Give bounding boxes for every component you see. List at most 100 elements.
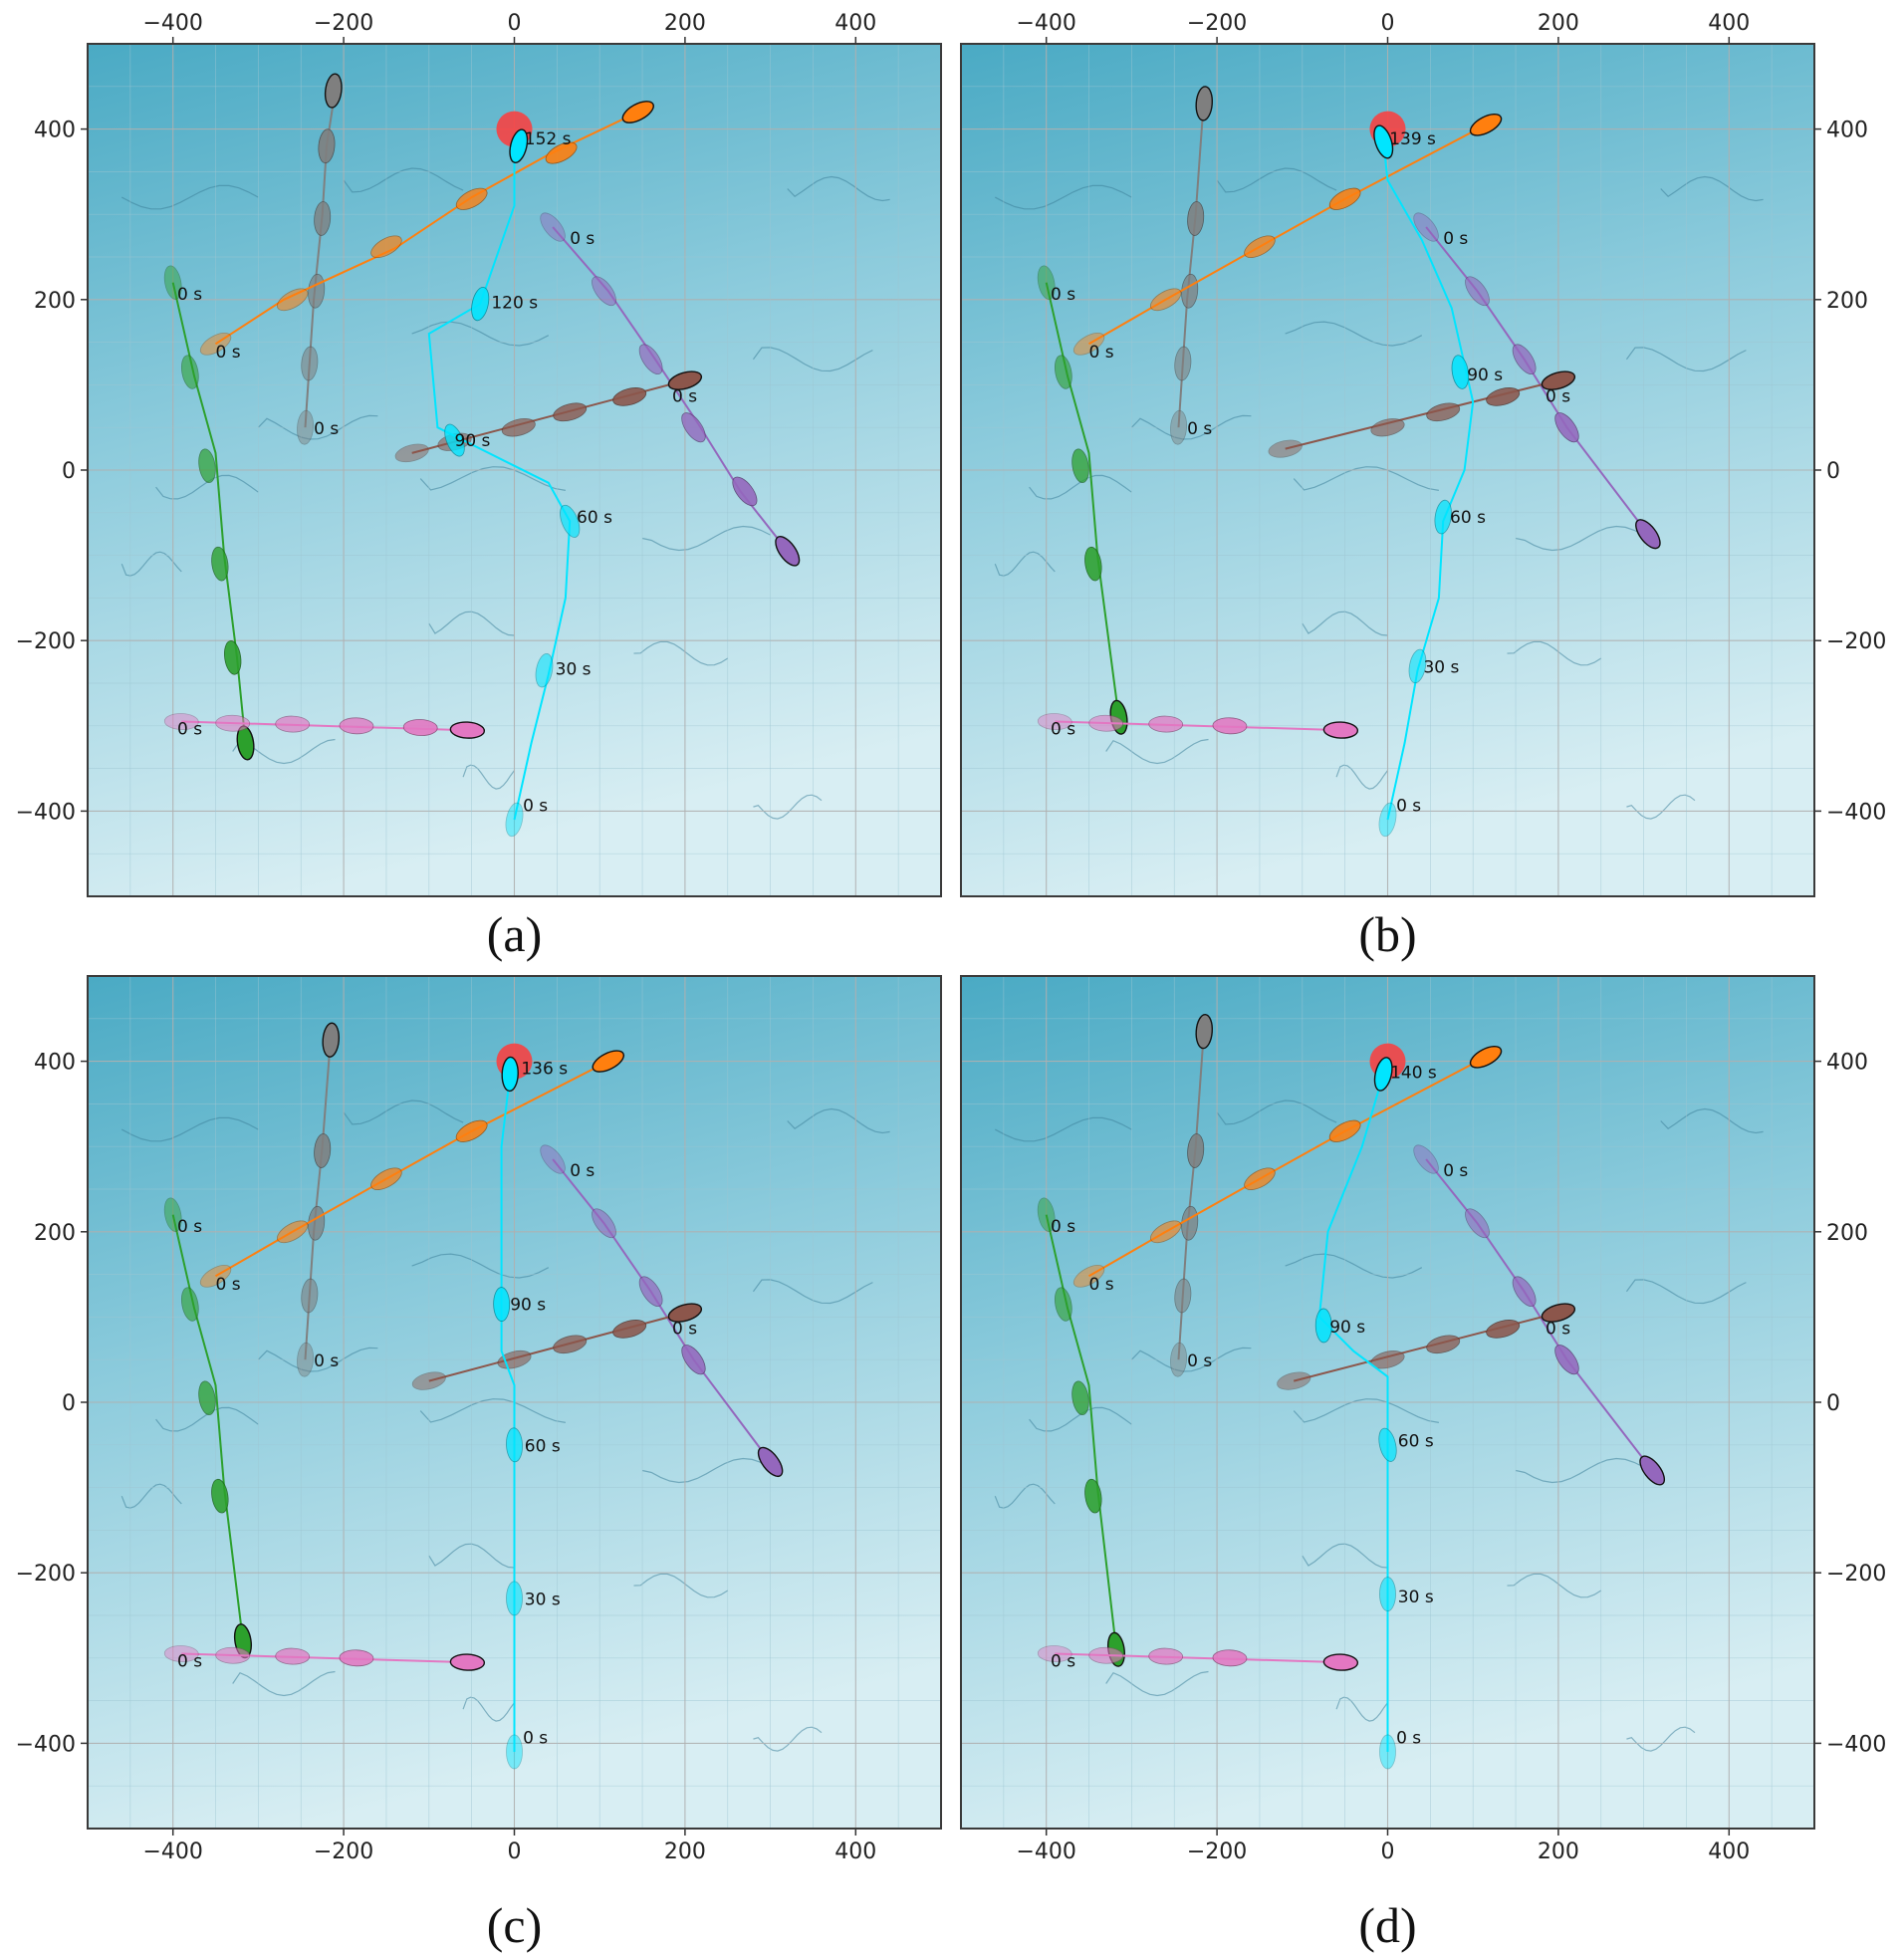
ship-marker (1379, 1734, 1396, 1770)
ship-marker (1512, 1276, 1537, 1307)
series-5 (1268, 370, 1576, 458)
ship-marker (1486, 1320, 1521, 1339)
ship-marker (275, 1647, 311, 1665)
ship-marker (775, 536, 801, 567)
series-6 (1037, 1645, 1359, 1671)
ship-marker (444, 423, 465, 457)
ship-marker (1268, 439, 1303, 458)
time-label: 0 s (314, 1351, 339, 1371)
ship-marker (449, 1653, 486, 1671)
panel-2: 0 s 0 s 0 s 0 s 0 s 0 s 0 s 30 s 60 s 90 s 139 s −4… (960, 11, 1886, 962)
ship-marker (1322, 721, 1359, 739)
x-tick-label: −400 (1016, 11, 1075, 36)
y-tick-label: 200 (34, 289, 76, 314)
time-label: 0 s (216, 1275, 241, 1295)
ship-marker (553, 402, 588, 422)
ship-marker (297, 1342, 314, 1377)
ship-marker (211, 546, 229, 582)
y-tick-label: 0 (1826, 459, 1840, 484)
wave-decoration (1515, 1457, 1644, 1484)
time-label: 0 s (523, 1728, 548, 1748)
wave-decoration (994, 551, 1056, 577)
trajectory-line (500, 1074, 516, 1752)
ship-marker (370, 235, 402, 258)
y-tick-label: 0 (62, 459, 76, 484)
ship-marker (301, 346, 319, 381)
ship-marker (1373, 1057, 1393, 1092)
ship-marker (667, 1303, 703, 1323)
x-tick-label: −400 (142, 11, 202, 36)
trajectory-line (1317, 1074, 1389, 1752)
ship-marker (1486, 387, 1521, 406)
ship-marker (199, 332, 232, 356)
wave-decoration (1285, 321, 1423, 347)
ship-marker (1195, 1013, 1214, 1050)
time-label: 30 s (556, 659, 592, 679)
ship-marker (1328, 187, 1361, 210)
ship-marker (1084, 546, 1102, 582)
ship-marker (621, 101, 654, 123)
wave-decoration (753, 1726, 823, 1752)
ship-marker (1071, 448, 1089, 483)
ship-marker (297, 409, 314, 445)
series-6 (163, 1645, 486, 1671)
plot-area: 0 s 0 s 0 s 0 s 0 s 0 s 0 s 30 s 60 s 90 s 120 s 15… (88, 44, 941, 896)
ship-marker (1465, 1208, 1490, 1239)
x-tick-label: 400 (834, 11, 876, 36)
series-1 (297, 73, 343, 445)
series-4 (540, 212, 801, 567)
ship-marker (314, 1133, 332, 1168)
ship-marker (163, 265, 182, 300)
time-label: 90 s (455, 431, 491, 451)
ship-marker (757, 1446, 784, 1478)
ship-marker (493, 1287, 511, 1322)
x-tick-label: 0 (508, 1839, 522, 1864)
x-tick-label: 0 (1381, 11, 1395, 36)
ship-marker (1212, 717, 1248, 735)
ship-marker (1379, 1577, 1396, 1611)
ship-marker (394, 443, 429, 463)
ship-marker (1054, 1287, 1072, 1322)
series-2 (163, 265, 255, 761)
panel-label: (d) (1358, 1897, 1416, 1953)
time-label: 0 s (672, 387, 697, 407)
wave-decoration (257, 1347, 378, 1372)
ship-marker (276, 288, 309, 312)
wave-decoration (257, 414, 378, 440)
y-tick-label: −400 (1826, 800, 1886, 825)
ship-marker (471, 286, 490, 322)
series-7 (1314, 1057, 1397, 1770)
ship-marker (163, 1645, 199, 1662)
time-label: 0 s (1546, 1320, 1570, 1340)
ship-marker (732, 476, 758, 507)
ship-marker (681, 412, 706, 443)
time-label: 120 s (491, 293, 538, 313)
x-tick-label: −400 (142, 1839, 202, 1864)
ship-marker (215, 714, 251, 732)
ship-marker (1314, 1308, 1332, 1344)
wave-decoration (120, 1116, 259, 1142)
ship-marker (1512, 344, 1537, 374)
y-tick-label: 200 (34, 1221, 76, 1246)
x-tick-label: 0 (508, 11, 522, 36)
series-5 (394, 370, 703, 463)
series-6 (163, 713, 486, 739)
x-tick-label: 200 (664, 11, 706, 36)
wave-decoration (1626, 1726, 1696, 1752)
series-1 (1170, 86, 1214, 445)
trajectory-line (427, 141, 572, 821)
wave-decoration (343, 167, 464, 193)
y-tick-label: −200 (16, 1562, 76, 1587)
x-tick-label: 400 (1708, 11, 1750, 36)
ship-marker (1072, 332, 1105, 356)
time-label: 60 s (525, 1437, 561, 1457)
trajectory-line (1045, 1214, 1117, 1650)
time-label: 0 s (1051, 1217, 1075, 1237)
ship-marker (1088, 714, 1124, 732)
ship-marker (198, 448, 216, 483)
wave-decoration (1130, 414, 1252, 440)
ship-marker (1373, 124, 1394, 159)
time-label: 0 s (1051, 1651, 1075, 1671)
y-tick-label: 400 (1826, 119, 1868, 143)
x-tick-label: 400 (834, 1839, 876, 1864)
